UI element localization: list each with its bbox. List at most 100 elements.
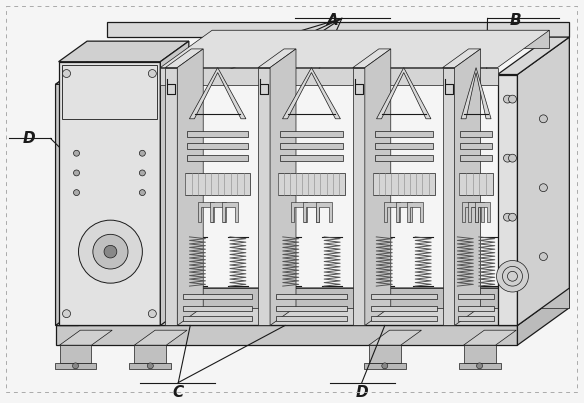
Bar xyxy=(460,155,492,161)
Polygon shape xyxy=(258,49,296,68)
Bar xyxy=(371,306,437,311)
Polygon shape xyxy=(304,202,319,222)
Circle shape xyxy=(509,213,516,221)
Bar xyxy=(460,131,492,137)
Polygon shape xyxy=(212,30,550,48)
Circle shape xyxy=(477,363,482,369)
Polygon shape xyxy=(365,49,391,326)
Polygon shape xyxy=(222,202,238,222)
Polygon shape xyxy=(107,22,569,37)
Polygon shape xyxy=(369,345,401,363)
Polygon shape xyxy=(161,30,550,68)
Circle shape xyxy=(78,220,142,283)
Bar xyxy=(371,316,437,320)
Bar xyxy=(276,306,347,311)
Bar xyxy=(279,173,345,195)
Polygon shape xyxy=(178,49,203,326)
Bar xyxy=(458,316,494,320)
Text: D: D xyxy=(22,131,35,146)
Circle shape xyxy=(62,70,71,77)
Circle shape xyxy=(382,363,388,369)
Polygon shape xyxy=(475,202,491,222)
Circle shape xyxy=(74,190,79,195)
Polygon shape xyxy=(291,202,307,222)
Bar xyxy=(371,294,437,299)
Circle shape xyxy=(503,154,512,162)
Bar xyxy=(183,316,252,320)
Polygon shape xyxy=(60,330,112,345)
Polygon shape xyxy=(443,49,481,68)
Bar xyxy=(460,143,492,149)
Text: B: B xyxy=(510,12,522,27)
Bar xyxy=(183,294,252,299)
Text: D: D xyxy=(356,384,368,399)
Circle shape xyxy=(104,245,117,258)
Polygon shape xyxy=(58,62,161,326)
Circle shape xyxy=(503,213,512,221)
Bar xyxy=(61,64,157,119)
Circle shape xyxy=(148,310,157,318)
Polygon shape xyxy=(498,75,517,326)
Text: A: A xyxy=(327,12,339,27)
Polygon shape xyxy=(353,68,365,326)
Circle shape xyxy=(509,95,516,103)
Polygon shape xyxy=(161,41,189,326)
Text: C: C xyxy=(173,384,184,399)
Polygon shape xyxy=(58,41,189,62)
Circle shape xyxy=(509,154,516,162)
Bar xyxy=(374,155,433,161)
Bar xyxy=(276,294,347,299)
Polygon shape xyxy=(369,330,422,345)
Polygon shape xyxy=(517,288,569,345)
Bar xyxy=(187,143,248,149)
Polygon shape xyxy=(134,345,166,363)
Polygon shape xyxy=(270,49,296,326)
Polygon shape xyxy=(55,326,517,345)
Circle shape xyxy=(140,150,145,156)
Circle shape xyxy=(540,184,547,191)
Bar xyxy=(280,155,342,161)
Circle shape xyxy=(93,234,128,269)
Polygon shape xyxy=(384,202,400,222)
Bar xyxy=(280,143,342,149)
Polygon shape xyxy=(464,345,495,363)
Polygon shape xyxy=(130,363,171,369)
Bar xyxy=(280,131,342,137)
Bar xyxy=(458,294,494,299)
Polygon shape xyxy=(210,202,225,222)
Polygon shape xyxy=(258,68,270,326)
Polygon shape xyxy=(458,363,500,369)
Polygon shape xyxy=(165,68,178,326)
Polygon shape xyxy=(283,68,340,119)
Bar xyxy=(187,155,248,161)
Bar xyxy=(187,131,248,137)
Polygon shape xyxy=(55,288,569,326)
Polygon shape xyxy=(60,345,92,363)
Bar xyxy=(374,143,433,149)
Circle shape xyxy=(540,115,547,123)
Circle shape xyxy=(62,310,71,318)
Polygon shape xyxy=(408,202,423,222)
Circle shape xyxy=(496,260,529,292)
Polygon shape xyxy=(396,202,412,222)
Circle shape xyxy=(72,363,78,369)
Circle shape xyxy=(540,253,547,260)
Polygon shape xyxy=(468,202,484,222)
Polygon shape xyxy=(161,68,498,85)
Bar xyxy=(458,306,494,311)
Bar xyxy=(185,173,250,195)
Polygon shape xyxy=(454,49,481,326)
Polygon shape xyxy=(443,68,454,326)
Bar xyxy=(373,173,435,195)
Polygon shape xyxy=(134,330,187,345)
Circle shape xyxy=(74,170,79,176)
Bar xyxy=(374,131,433,137)
Polygon shape xyxy=(197,202,214,222)
Polygon shape xyxy=(377,68,431,119)
Polygon shape xyxy=(498,37,569,75)
Polygon shape xyxy=(517,37,569,326)
Circle shape xyxy=(74,150,79,156)
Polygon shape xyxy=(461,68,491,119)
Bar xyxy=(276,316,347,320)
Bar xyxy=(459,173,493,195)
